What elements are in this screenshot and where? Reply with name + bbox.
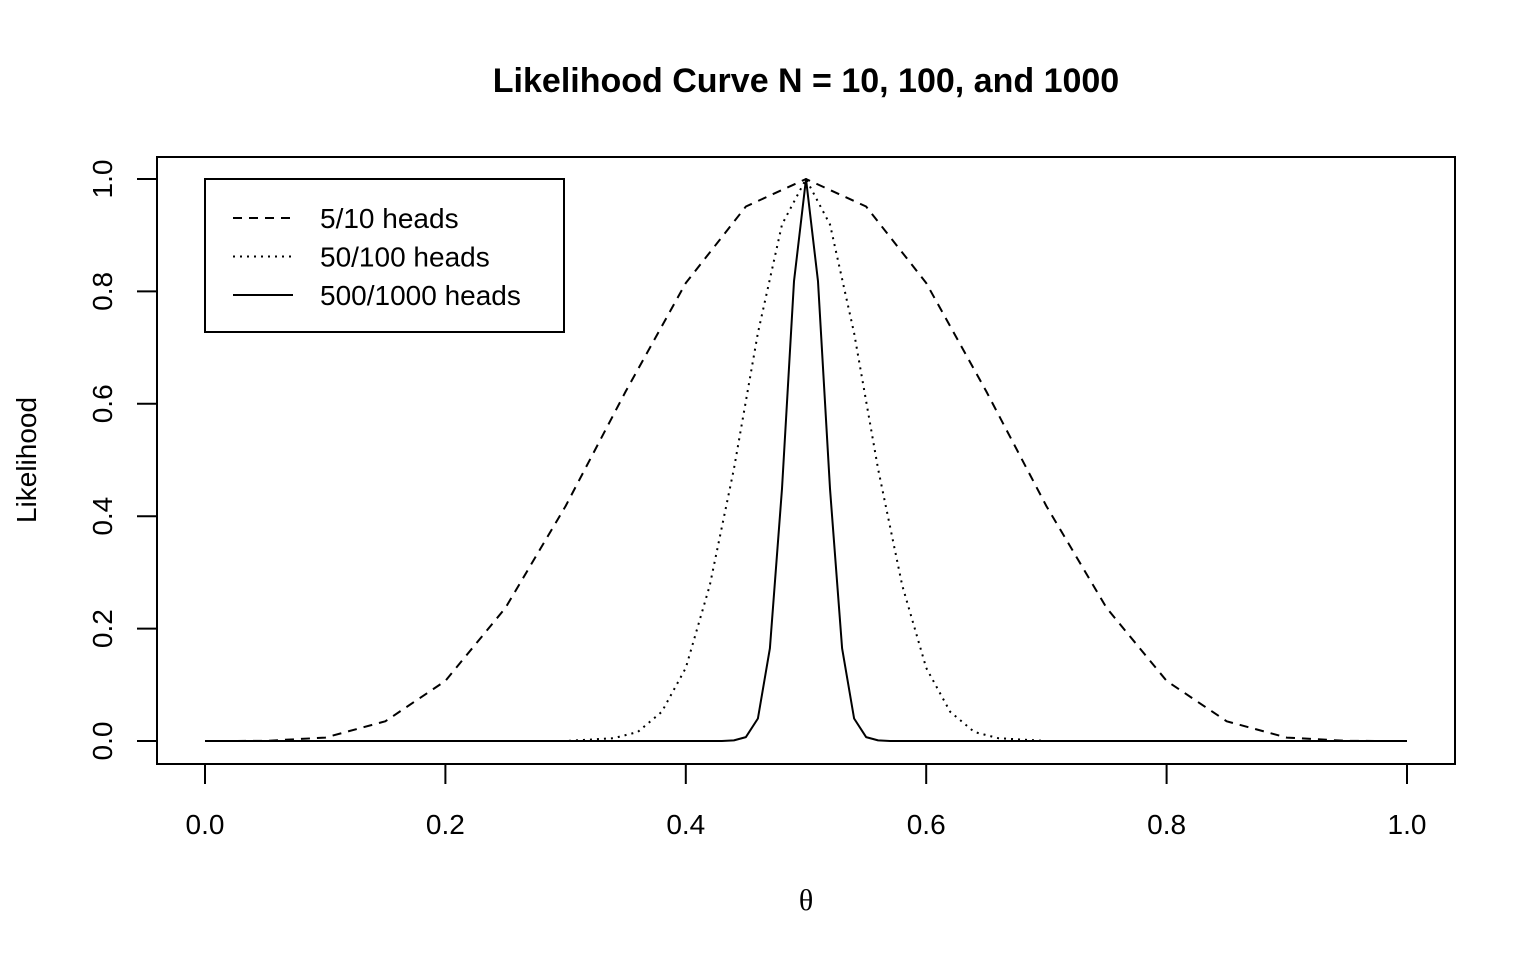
y-tick-label: 0.2 [87, 609, 118, 648]
y-tick-label: 1.0 [87, 160, 118, 199]
y-tick-label: 0.6 [87, 384, 118, 423]
x-axis: 0.0 0.2 0.4 0.6 0.8 1.0 [186, 763, 1427, 840]
legend-label: 50/100 heads [320, 242, 490, 273]
legend-label: 500/1000 heads [320, 280, 521, 311]
x-tick-label: 0.6 [907, 809, 946, 840]
y-axis: 0.0 0.2 0.4 0.6 0.8 1.0 [87, 160, 158, 761]
legend: 5/10 heads 50/100 heads 500/1000 heads [204, 178, 565, 333]
y-tick-label: 0.0 [87, 722, 118, 761]
y-tick-label: 0.4 [87, 497, 118, 536]
series-line-3 [205, 178, 1407, 742]
x-tick-label: 0.8 [1147, 809, 1186, 840]
x-tick-label: 0.2 [426, 809, 465, 840]
x-tick-label: 1.0 [1388, 809, 1427, 840]
chart-title: Likelihood Curve N = 10, 100, and 1000 [493, 62, 1119, 100]
x-tick-label: 0.4 [666, 809, 705, 840]
x-tick-label: 0.0 [186, 809, 225, 840]
legend-label: 5/10 heads [320, 203, 459, 234]
series-line-2 [205, 178, 1407, 742]
series-layer [204, 178, 1408, 742]
x-axis-label: θ [799, 884, 813, 917]
y-tick-label: 0.8 [87, 272, 118, 311]
y-axis-label: Likelihood [11, 397, 42, 523]
legend-box [204, 178, 565, 333]
